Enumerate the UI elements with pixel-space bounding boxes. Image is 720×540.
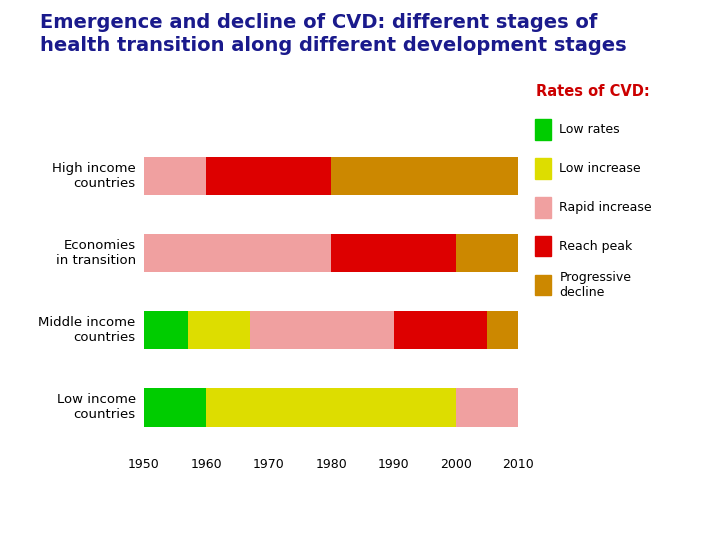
Text: Progressive
decline: Progressive decline	[559, 271, 631, 299]
Bar	[144, 311, 188, 349]
Bar	[331, 234, 456, 272]
Bar	[331, 157, 518, 195]
Bar	[144, 388, 207, 427]
Bar	[188, 311, 250, 349]
Bar	[487, 311, 518, 349]
Bar	[144, 157, 207, 195]
Bar	[456, 388, 518, 427]
Bar	[250, 311, 394, 349]
Text: Emergence and decline of CVD: different stages of
health transition along differ: Emergence and decline of CVD: different …	[40, 14, 626, 55]
Text: Low increase: Low increase	[559, 162, 641, 175]
Text: Low rates: Low rates	[559, 123, 620, 136]
Bar	[456, 234, 518, 272]
Text: Reach peak: Reach peak	[559, 240, 633, 253]
Bar	[207, 157, 331, 195]
Bar	[144, 234, 331, 272]
Bar	[394, 311, 487, 349]
Text: Rapid increase: Rapid increase	[559, 201, 652, 214]
Bar	[207, 388, 456, 427]
Text: Rates of CVD:: Rates of CVD:	[536, 84, 650, 99]
